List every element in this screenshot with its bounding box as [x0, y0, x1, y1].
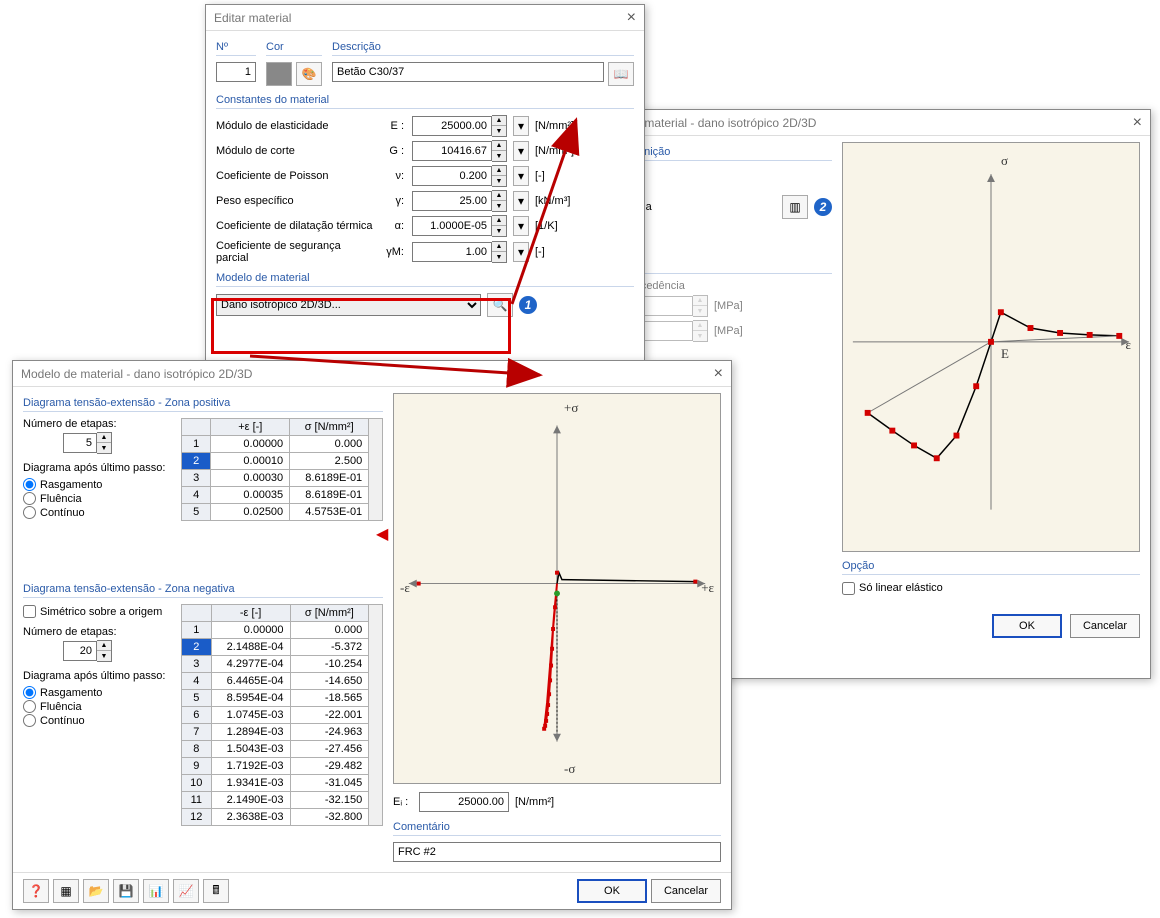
tool-icon-1[interactable]: ▦	[53, 879, 79, 903]
diag-neg-label: Diagrama tensão-extensão - Zona negativa	[23, 583, 383, 595]
tool-icon-4[interactable]: 📊	[143, 879, 169, 903]
dropdown-icon[interactable]: ▾	[513, 166, 529, 186]
etapas-neg-input[interactable]	[63, 641, 97, 661]
tool-icon-6[interactable]: 🖩	[203, 879, 229, 903]
radio-fluencia-2[interactable]	[23, 700, 36, 713]
positive-table[interactable]: +ε [-]σ [N/mm²]10.000000.00020.000102.50…	[181, 418, 369, 521]
numero-input[interactable]	[216, 62, 256, 82]
radio-rasgamento-2[interactable]	[23, 686, 36, 699]
const-input[interactable]	[412, 242, 492, 262]
const-input[interactable]	[412, 191, 492, 211]
dialog-model-large: Modelo de material - dano isotrópico 2D/…	[12, 360, 732, 910]
tool-icon-2[interactable]: 📂	[83, 879, 109, 903]
cor-swatch-button[interactable]	[266, 62, 292, 86]
ok-button[interactable]: OK	[992, 614, 1062, 638]
negative-table[interactable]: -ε [-]σ [N/mm²]10.000000.00022.1488E-04-…	[181, 604, 369, 826]
step-badge-2: 2	[814, 198, 832, 216]
desc-label: Descrição	[332, 41, 634, 53]
opcao-label: Opção	[842, 560, 1140, 572]
numero-label: Nº	[216, 41, 256, 53]
chart-marker-icon: ◀	[376, 524, 388, 544]
bottom-toolbar: ❓ ▦ 📂 💾 📊 📈 🖩 OK Cancelar	[13, 872, 731, 909]
dropdown-icon[interactable]: ▾	[513, 242, 529, 262]
check-linear-elastico[interactable]	[842, 582, 855, 595]
dlg1-title: Editar material	[214, 11, 291, 25]
desc-library-button[interactable]: 📖	[608, 62, 634, 86]
modelo-edit-button[interactable]: 🔍	[487, 293, 513, 317]
dlg3-title: Modelo de material - dano isotrópico 2D/…	[21, 367, 252, 381]
radio-fluencia-1[interactable]	[23, 492, 36, 505]
titlebar: Editar material ×	[206, 5, 644, 31]
dropdown-icon[interactable]: ▾	[513, 116, 529, 136]
Ei-label: Eᵢ :	[393, 796, 413, 808]
ok-button[interactable]: OK	[577, 879, 647, 903]
titlebar: Modelo de material - dano isotrópico 2D/…	[577, 110, 1150, 136]
comentario-input[interactable]	[393, 842, 721, 862]
help-icon[interactable]: ❓	[23, 879, 49, 903]
radio-rasgamento-1[interactable]	[23, 478, 36, 491]
cancel-button[interactable]: Cancelar	[651, 879, 721, 903]
tool-icon-5[interactable]: 📈	[173, 879, 199, 903]
check-simetrico[interactable]	[23, 605, 36, 618]
dropdown-icon[interactable]: ▾	[513, 216, 529, 236]
const-input[interactable]	[412, 116, 492, 136]
comentario-label: Comentário	[393, 821, 721, 833]
cor-label: Cor	[266, 41, 322, 53]
close-icon[interactable]: ×	[714, 365, 723, 383]
radio-continuo-1[interactable]	[23, 506, 36, 519]
step-badge-1: 1	[519, 296, 537, 314]
titlebar: Modelo de material - dano isotrópico 2D/…	[13, 361, 731, 387]
desc-input[interactable]	[332, 62, 604, 82]
const-input[interactable]	[412, 141, 492, 161]
etapas-pos-input[interactable]	[63, 433, 97, 453]
model-chart: σ ε E	[842, 142, 1140, 552]
cor-picker-button[interactable]: 🎨	[296, 62, 322, 86]
constantes-label: Constantes do material	[216, 94, 634, 106]
diagrama-edit-button[interactable]: ▥	[782, 195, 808, 219]
const-input[interactable]	[412, 216, 492, 236]
cancel-button[interactable]: Cancelar	[1070, 614, 1140, 638]
diag-pos-label: Diagrama tensão-extensão - Zona positiva	[23, 397, 383, 409]
dropdown-icon[interactable]: ▾	[513, 191, 529, 211]
diagram-chart: +σ -σ -ε +ε ◀	[393, 393, 721, 784]
radio-continuo-2[interactable]	[23, 714, 36, 727]
modelo-label: Modelo de material	[216, 272, 634, 284]
const-input[interactable]	[412, 166, 492, 186]
modelo-select[interactable]: Dano isotrópico 2D/3D...	[216, 294, 481, 316]
close-icon[interactable]: ×	[627, 9, 636, 27]
Ei-input[interactable]	[419, 792, 509, 812]
dropdown-icon[interactable]: ▾	[513, 141, 529, 161]
tool-icon-3[interactable]: 💾	[113, 879, 139, 903]
dialog-editar-material: Editar material × Nº Cor 🎨 Descrição	[205, 4, 645, 362]
close-icon[interactable]: ×	[1133, 114, 1142, 132]
